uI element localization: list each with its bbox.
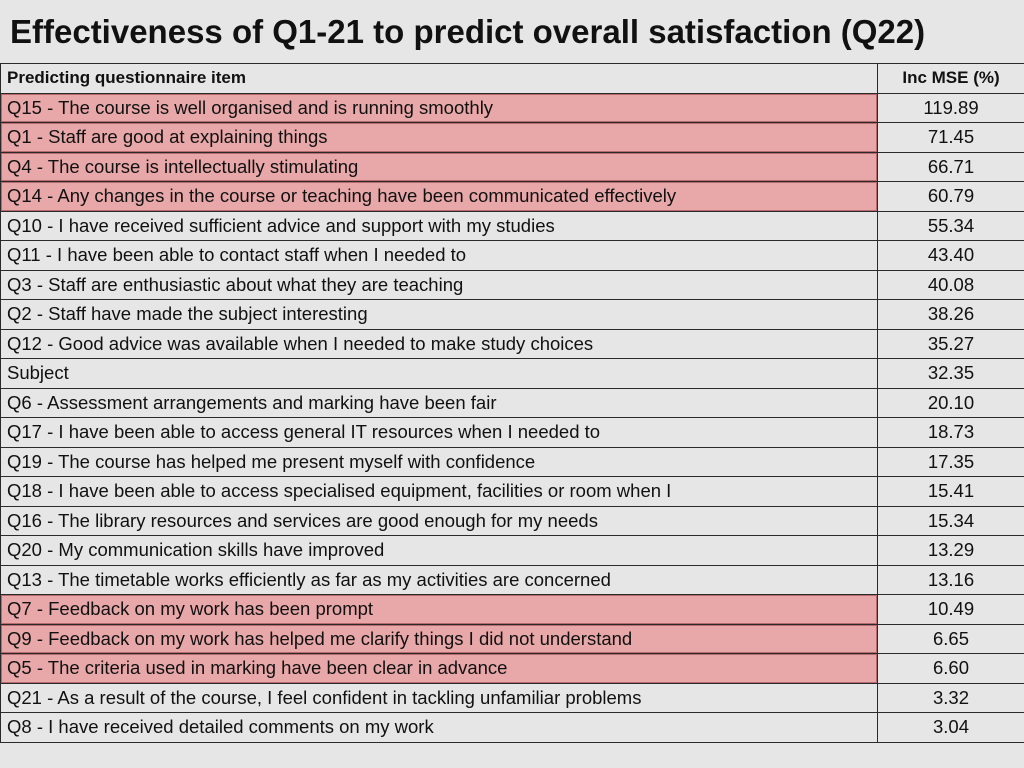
table-row: Q14 - Any changes in the course or teach… xyxy=(0,181,1024,212)
row-item-label: Q17 - I have been able to access general… xyxy=(0,417,878,448)
table-row: Q18 - I have been able to access special… xyxy=(0,476,1024,507)
row-item-label: Q1 - Staff are good at explaining things xyxy=(0,122,878,153)
row-item-label: Q3 - Staff are enthusiastic about what t… xyxy=(0,269,878,300)
row-item-label: Q13 - The timetable works efficiently as… xyxy=(0,564,878,595)
table-row: Q21 - As a result of the course, I feel … xyxy=(0,682,1024,713)
row-inc-mse-value: 32.35 xyxy=(877,358,1024,389)
row-inc-mse-value: 6.65 xyxy=(877,623,1024,654)
row-inc-mse-value: 10.49 xyxy=(877,594,1024,625)
row-inc-mse-value: 3.04 xyxy=(877,712,1024,743)
table-row: Q2 - Staff have made the subject interes… xyxy=(0,299,1024,330)
row-item-label: Q21 - As a result of the course, I feel … xyxy=(0,682,878,713)
table-body: Q15 - The course is well organised and i… xyxy=(0,92,1024,743)
row-inc-mse-value: 15.41 xyxy=(877,476,1024,507)
row-inc-mse-value: 13.29 xyxy=(877,535,1024,566)
row-inc-mse-value: 119.89 xyxy=(877,92,1024,123)
row-inc-mse-value: 66.71 xyxy=(877,151,1024,182)
header-predicting-item: Predicting questionnaire item xyxy=(0,63,878,94)
table-row: Q16 - The library resources and services… xyxy=(0,505,1024,536)
row-inc-mse-value: 20.10 xyxy=(877,387,1024,418)
row-item-label: Q9 - Feedback on my work has helped me c… xyxy=(0,623,878,654)
row-item-label: Q10 - I have received sufficient advice … xyxy=(0,210,878,241)
row-item-label: Q7 - Feedback on my work has been prompt xyxy=(0,594,878,625)
row-inc-mse-value: 17.35 xyxy=(877,446,1024,477)
table-row: Q13 - The timetable works efficiently as… xyxy=(0,564,1024,595)
table-row: Q6 - Assessment arrangements and marking… xyxy=(0,387,1024,418)
row-item-label: Q4 - The course is intellectually stimul… xyxy=(0,151,878,182)
row-inc-mse-value: 55.34 xyxy=(877,210,1024,241)
table-row: Q17 - I have been able to access general… xyxy=(0,417,1024,448)
table-row: Q10 - I have received sufficient advice … xyxy=(0,210,1024,241)
row-item-label: Q2 - Staff have made the subject interes… xyxy=(0,299,878,330)
row-inc-mse-value: 71.45 xyxy=(877,122,1024,153)
row-item-label: Q20 - My communication skills have impro… xyxy=(0,535,878,566)
row-inc-mse-value: 60.79 xyxy=(877,181,1024,212)
row-inc-mse-value: 35.27 xyxy=(877,328,1024,359)
row-item-label: Q8 - I have received detailed comments o… xyxy=(0,712,878,743)
row-item-label: Q16 - The library resources and services… xyxy=(0,505,878,536)
row-item-label: Q19 - The course has helped me present m… xyxy=(0,446,878,477)
table-header-row: Predicting questionnaire item Inc MSE (%… xyxy=(0,63,1024,94)
row-item-label: Q6 - Assessment arrangements and marking… xyxy=(0,387,878,418)
slide-title: Effectiveness of Q1-21 to predict overal… xyxy=(10,13,926,50)
row-item-label: Q5 - The criteria used in marking have b… xyxy=(0,653,878,684)
table-row: Q15 - The course is well organised and i… xyxy=(0,92,1024,123)
table-row: Q7 - Feedback on my work has been prompt… xyxy=(0,594,1024,625)
row-inc-mse-value: 18.73 xyxy=(877,417,1024,448)
table-row: Q12 - Good advice was available when I n… xyxy=(0,328,1024,359)
row-inc-mse-value: 13.16 xyxy=(877,564,1024,595)
table-row: Q11 - I have been able to contact staff … xyxy=(0,240,1024,271)
row-inc-mse-value: 15.34 xyxy=(877,505,1024,536)
table-row: Q1 - Staff are good at explaining things… xyxy=(0,122,1024,153)
results-table-container: Predicting questionnaire item Inc MSE (%… xyxy=(0,63,1024,743)
table-row: Q19 - The course has helped me present m… xyxy=(0,446,1024,477)
table-row: Subject 32.35 xyxy=(0,358,1024,389)
row-item-label: Q18 - I have been able to access special… xyxy=(0,476,878,507)
table-row: Q8 - I have received detailed comments o… xyxy=(0,712,1024,743)
row-item-label: Q12 - Good advice was available when I n… xyxy=(0,328,878,359)
row-item-label: Q14 - Any changes in the course or teach… xyxy=(0,181,878,212)
row-inc-mse-value: 38.26 xyxy=(877,299,1024,330)
row-inc-mse-value: 40.08 xyxy=(877,269,1024,300)
row-inc-mse-value: 6.60 xyxy=(877,653,1024,684)
results-table: Predicting questionnaire item Inc MSE (%… xyxy=(0,63,1024,743)
row-item-label: Subject xyxy=(0,358,878,389)
row-inc-mse-value: 43.40 xyxy=(877,240,1024,271)
table-row: Q5 - The criteria used in marking have b… xyxy=(0,653,1024,684)
row-item-label: Q15 - The course is well organised and i… xyxy=(0,92,878,123)
table-row: Q3 - Staff are enthusiastic about what t… xyxy=(0,269,1024,300)
table-row: Q20 - My communication skills have impro… xyxy=(0,535,1024,566)
row-inc-mse-value: 3.32 xyxy=(877,682,1024,713)
row-item-label: Q11 - I have been able to contact staff … xyxy=(0,240,878,271)
table-row: Q4 - The course is intellectually stimul… xyxy=(0,151,1024,182)
header-inc-mse: Inc MSE (%) xyxy=(877,63,1024,94)
table-row: Q9 - Feedback on my work has helped me c… xyxy=(0,623,1024,654)
